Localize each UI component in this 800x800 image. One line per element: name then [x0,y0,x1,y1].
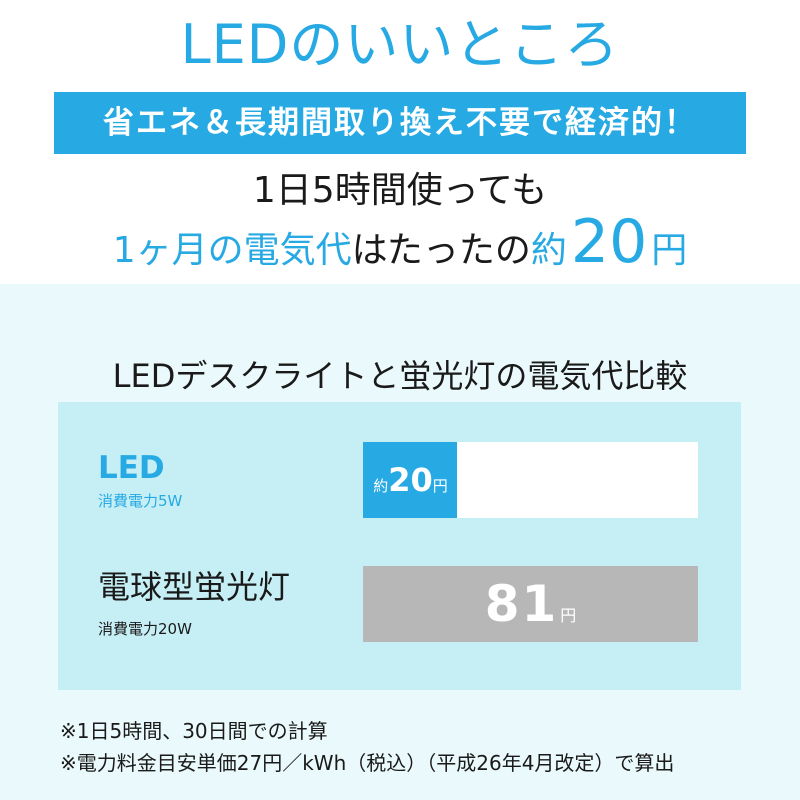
led-cost-unit: 円 [432,477,448,495]
led-cost-value: 約20円 [363,442,458,518]
monthly-cost-headline: 1ヶ月の電気代はたったの約20 円 [0,206,800,278]
fluorescent-cost-bar-fill [363,566,698,642]
led-cost-bar-fill [363,442,457,518]
usage-condition-text: 1日5時間使っても [252,170,548,211]
led-cost-number: 20 [388,461,433,499]
monthly-cost-amount: 20 [570,207,648,277]
fluorescent-power-label: 消費電力20W [98,620,192,638]
led-power-label: 消費電力5W [98,492,183,510]
led-cost-prefix: 約 [373,477,389,495]
footnote-calculation: ※1日5時間、30日間での計算 [60,719,328,743]
page-title: LEDのいいところ [180,13,620,76]
fluorescent-label: 電球型蛍光灯 [98,568,291,606]
only-text: はたったの [351,230,531,271]
monthly-cost-label: 1ヶ月の電気代 [112,230,352,271]
fluorescent-cost-unit: 円 [560,606,577,625]
fluorescent-cost-bar [363,566,698,642]
footnote-rate: ※電力料金目安単価27円／kWh（税込）（平成26年4月改定）で算出 [60,751,675,775]
led-cost-bar [363,442,698,518]
comparison-title: LEDデスクライトと蛍光灯の電気代比較 [112,357,688,395]
fluorescent-cost-number: 81 [484,575,559,633]
benefit-banner: 省エネ＆長期間取り換え不要で経済的！ [54,92,746,154]
fluorescent-cost-value: 81 円 [363,566,698,642]
approx-text: 約 [530,230,567,271]
led-label: LED [98,450,165,486]
yen-unit: 円 [651,230,688,271]
